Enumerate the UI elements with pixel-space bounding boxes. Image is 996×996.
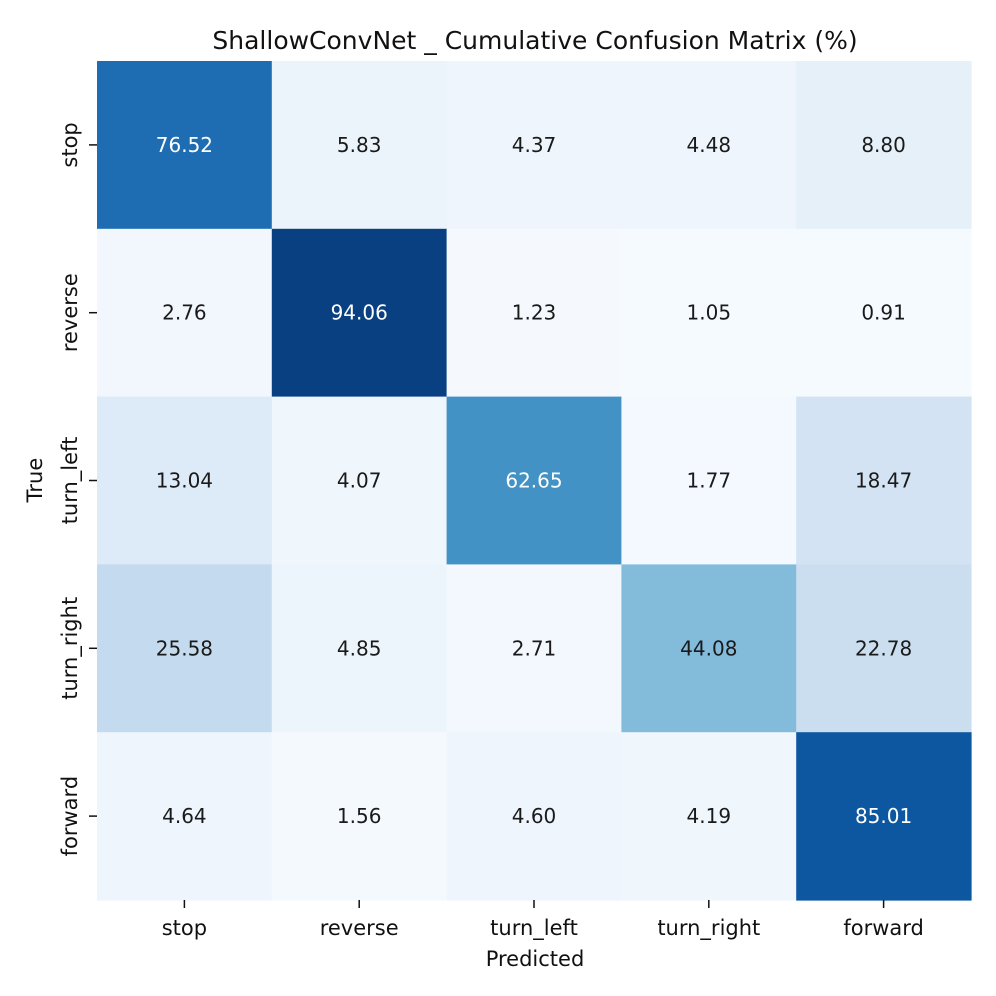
heatmap-cell-r3-c2 bbox=[271, 396, 448, 565]
heatmap-cell-r1-c2 bbox=[271, 61, 448, 230]
heatmap-cell-value-r4-c5: 22.78 bbox=[855, 636, 912, 660]
heatmap-cell-value-r1-c2: 5.83 bbox=[337, 133, 382, 157]
heatmap-cell-r5-c2 bbox=[271, 732, 448, 901]
heatmap-cell-value-r5-c4: 4.19 bbox=[687, 804, 732, 828]
heatmap-cell-value-r1-c1: 76.52 bbox=[156, 133, 213, 157]
heatmap-cell-r2-c5 bbox=[796, 228, 972, 398]
heatmap-cell-r4-c1 bbox=[97, 564, 273, 733]
heatmap-cell-value-r3-c5: 18.47 bbox=[855, 469, 912, 493]
heatmap-cell-r1-c3 bbox=[446, 61, 622, 230]
heatmap-cell-r4-c2 bbox=[271, 564, 448, 733]
heatmap-cell-value-r4-c4: 44.08 bbox=[680, 636, 737, 660]
heatmap-cell-r2-c3 bbox=[446, 228, 622, 398]
heatmap-cell-r3-c1 bbox=[97, 396, 273, 565]
chart-title: ShallowConvNet _ Cumulative Confusion Ma… bbox=[212, 26, 857, 55]
heatmap-cell-value-r5-c2: 1.56 bbox=[337, 804, 382, 828]
y-tick-label-turn_left: turn_left bbox=[58, 437, 83, 525]
x-tick-label-forward: forward bbox=[843, 916, 924, 940]
heatmap-cell-value-r1-c5: 8.80 bbox=[861, 133, 906, 157]
heatmap-cell-value-r2-c3: 1.23 bbox=[512, 301, 557, 325]
heatmap-cell-value-r2-c5: 0.91 bbox=[861, 301, 906, 325]
heatmap-cell-r5-c5 bbox=[796, 732, 972, 901]
x-axis-ticks: stop reverse turn_left turn_right forward bbox=[162, 900, 924, 941]
heatmap-cell-r1-c1 bbox=[97, 61, 273, 230]
heatmap-cell-r5-c1 bbox=[97, 732, 273, 901]
heatmap-cell-value-r5-c5: 85.01 bbox=[855, 804, 912, 828]
heatmap-cell-r4-c5 bbox=[796, 564, 972, 733]
heatmap-cell-r5-c4 bbox=[621, 732, 797, 901]
heatmap-cell-r1-c5 bbox=[796, 61, 972, 230]
heatmap-cell-r5-c3 bbox=[446, 732, 622, 901]
heatmap-cell-value-r5-c1: 4.64 bbox=[162, 804, 207, 828]
y-tick-label-forward: forward bbox=[58, 776, 82, 857]
heatmap-cell-r4-c4 bbox=[621, 564, 797, 733]
heatmap-cell-value-r4-c1: 25.58 bbox=[156, 636, 213, 660]
heatmap-cell-value-r3-c2: 4.07 bbox=[337, 469, 382, 493]
heatmap-cell-value-r1-c4: 4.48 bbox=[687, 133, 732, 157]
heatmap-cell-value-r5-c3: 4.60 bbox=[512, 804, 557, 828]
heatmap-cell-r3-c3 bbox=[446, 396, 622, 565]
x-tick-label-turn_left: turn_left bbox=[490, 916, 578, 941]
heatmap-cell-value-r2-c1: 2.76 bbox=[162, 301, 207, 325]
y-tick-label-turn_right: turn_right bbox=[58, 597, 83, 700]
heatmap-cell-value-r3-c1: 13.04 bbox=[156, 469, 213, 493]
heatmap-cells: 76.52 5.83 4.37 4.48 8.80 2.76 94.06 1.23 1.05 0.… bbox=[97, 61, 972, 901]
y-axis-label: True bbox=[23, 458, 47, 504]
heatmap-cell-value-r2-c2: 94.06 bbox=[331, 301, 388, 325]
x-axis-label: Predicted bbox=[486, 947, 585, 971]
heatmap-cell-value-r4-c2: 4.85 bbox=[337, 636, 382, 660]
x-tick-label-reverse: reverse bbox=[320, 916, 399, 940]
heatmap-cell-r3-c4 bbox=[621, 396, 797, 565]
heatmap-cell-value-r1-c3: 4.37 bbox=[512, 133, 557, 157]
heatmap-cell-r3-c5 bbox=[796, 396, 972, 565]
heatmap-cell-value-r2-c4: 1.05 bbox=[687, 301, 732, 325]
heatmap-cell-r1-c4 bbox=[621, 61, 797, 230]
x-tick-label-stop: stop bbox=[162, 916, 207, 940]
heatmap-cell-r4-c3 bbox=[446, 564, 622, 733]
heatmap-cell-value-r3-c3: 62.65 bbox=[505, 469, 562, 493]
heatmap-cell-value-r4-c3: 2.71 bbox=[512, 636, 557, 660]
y-tick-label-stop: stop bbox=[58, 122, 82, 167]
heatmap-cell-value-r3-c4: 1.77 bbox=[687, 469, 732, 493]
heatmap-cell-r2-c1 bbox=[97, 228, 273, 398]
heatmap-cell-r2-c4 bbox=[621, 228, 797, 398]
y-tick-label-reverse: reverse bbox=[58, 273, 82, 352]
heatmap-cell-r2-c2 bbox=[271, 228, 448, 398]
x-tick-label-turn_right: turn_right bbox=[657, 916, 760, 941]
